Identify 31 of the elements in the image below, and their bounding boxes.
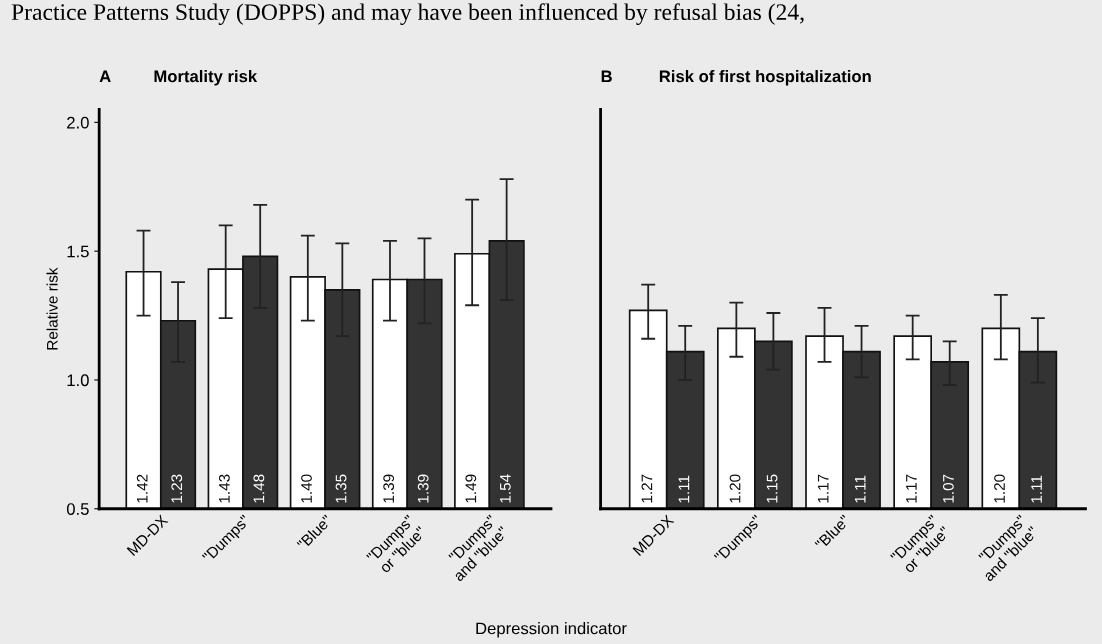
- data-label: 1.49: [465, 474, 477, 503]
- data-label: 1.23: [171, 474, 183, 503]
- data-label: 1.15: [766, 474, 778, 503]
- y-axis-title: Relative risk: [46, 267, 58, 350]
- chart-title: Mortality risk: [154, 69, 258, 86]
- data-label: 1.11: [678, 475, 690, 503]
- y-tick-label: 0.5: [66, 503, 89, 515]
- data-label: 1.39: [417, 474, 429, 503]
- y-tick-label: 2.0: [67, 116, 89, 129]
- data-label: 1.39: [383, 474, 395, 503]
- data-label: 1.40: [301, 474, 312, 503]
- text: B: [601, 70, 612, 83]
- data-label: 1.20: [994, 474, 1005, 503]
- text: A: [99, 70, 111, 83]
- data-label: 1.27: [641, 474, 653, 503]
- data-label: 1.54: [500, 474, 511, 503]
- y-tick-label: 1.0: [67, 374, 89, 387]
- data-label: 1.11: [1031, 475, 1042, 503]
- data-label: 1.07: [942, 474, 954, 503]
- x-axis-title: Depression indicator: [476, 622, 627, 638]
- data-label: 1.17: [817, 474, 829, 503]
- data-label: 1.35: [335, 474, 347, 503]
- text: Practice Patterns Study (DOPPS) and may have been influenced by refusal bias (24,: [11, 3, 804, 25]
- data-label: 1.17: [906, 474, 917, 503]
- data-label: 1.11: [854, 475, 866, 503]
- y-tick-label: 1.5: [67, 245, 89, 258]
- data-label: 1.20: [729, 474, 741, 503]
- chart-title: Risk of first hospitalization: [659, 69, 871, 86]
- data-label: 1.42: [136, 474, 148, 503]
- data-label: 1.43: [218, 474, 230, 503]
- data-label: 1.48: [253, 474, 265, 503]
